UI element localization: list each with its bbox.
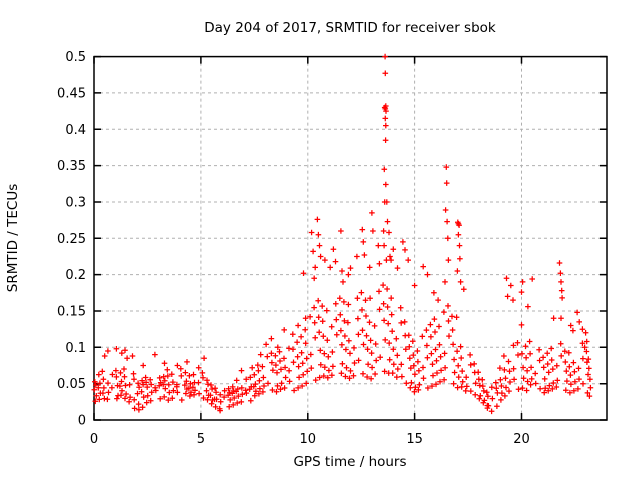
y-tick-label: 0.15 <box>57 305 86 320</box>
y-tick-label: 0.05 <box>57 377 86 392</box>
x-axis-label: GPS time / hours <box>293 454 406 470</box>
data-points <box>91 53 594 415</box>
y-tick-label: 0.1 <box>65 341 86 356</box>
y-tick-label: 0.2 <box>65 268 86 283</box>
y-axis-label: SRMTID / TECUs <box>5 184 21 292</box>
y-tick-label: 0.4 <box>65 123 86 138</box>
plot-border <box>93 55 608 421</box>
chart-title: Day 204 of 2017, SRMTID for receiver sbo… <box>204 20 496 36</box>
grid-lines <box>94 56 607 420</box>
x-tick-label: 0 <box>90 432 98 447</box>
y-tick-label: 0.35 <box>57 159 86 174</box>
x-tick-label: 15 <box>406 432 423 447</box>
tick-labels: 0 5 10 15 20 0 0.05 0.1 0.15 0.2 0.25 0.3 0.35 0.4 0.4… <box>57 50 530 447</box>
x-tick-label: 10 <box>300 432 317 447</box>
x-tick-label: 20 <box>513 432 530 447</box>
y-tick-label: 0.45 <box>57 86 86 101</box>
x-tick-label: 5 <box>197 432 205 447</box>
y-tick-label: 0 <box>78 414 86 429</box>
y-tick-label: 0.5 <box>65 50 86 65</box>
y-tick-label: 0.3 <box>65 196 86 211</box>
y-tick-label: 0.25 <box>57 232 86 247</box>
axis-ticks <box>93 55 607 421</box>
